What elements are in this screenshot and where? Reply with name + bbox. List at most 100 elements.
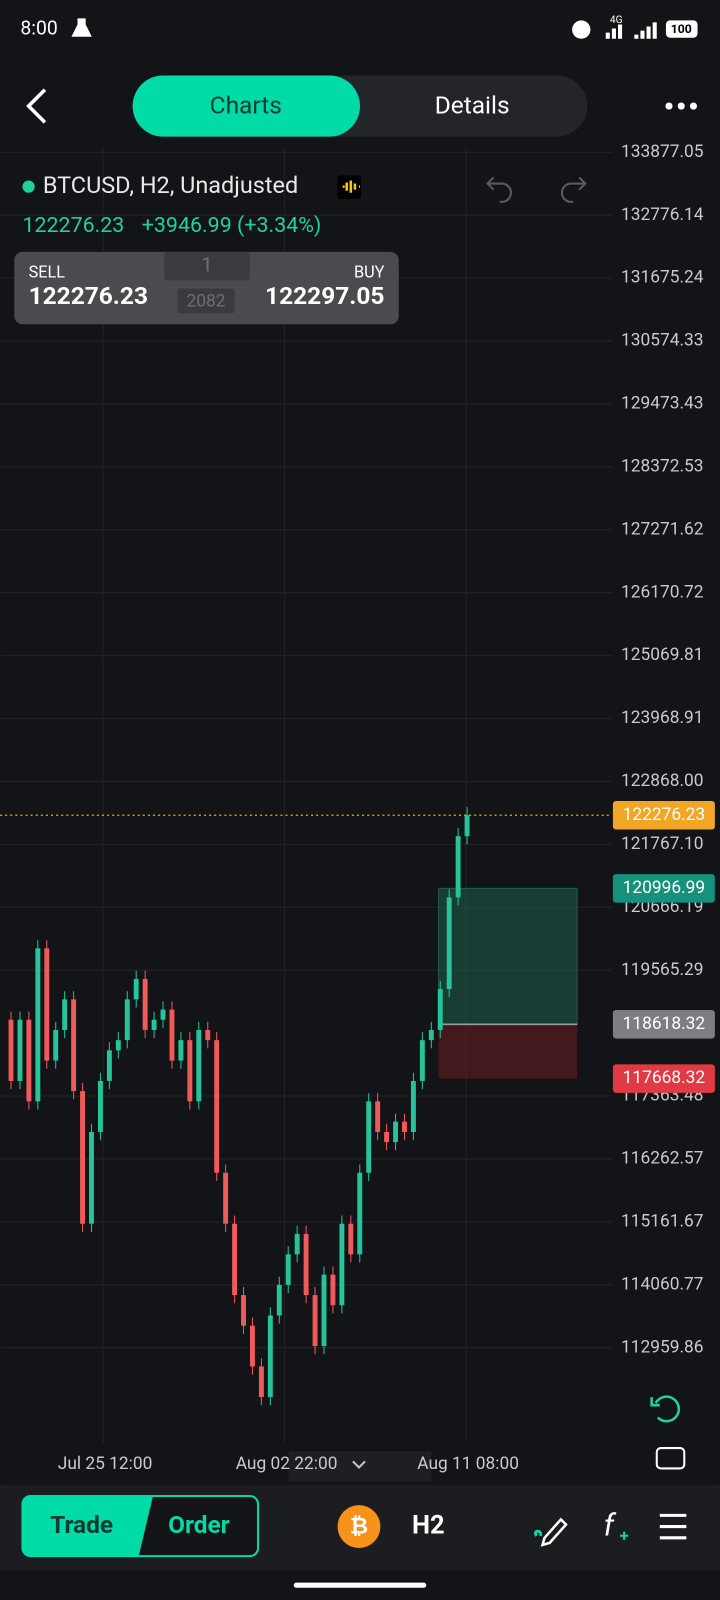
spread-box bbox=[177, 288, 235, 314]
signal-icon bbox=[605, 22, 657, 39]
candle bbox=[232, 1223, 238, 1296]
candle bbox=[419, 1040, 425, 1081]
lots-box[interactable] bbox=[164, 251, 250, 281]
lots[interactable]: 1 bbox=[201, 253, 212, 277]
y-tick-label: 129473.43 bbox=[621, 394, 703, 414]
more-menu[interactable] bbox=[665, 102, 698, 110]
candle bbox=[115, 1040, 121, 1051]
candle bbox=[17, 1019, 23, 1081]
scroll-chevron bbox=[352, 1460, 366, 1469]
trade-active[interactable] bbox=[22, 1495, 153, 1557]
candle bbox=[366, 1101, 372, 1173]
order-button[interactable]: Order bbox=[168, 1510, 230, 1539]
symbol: BTCUSD, H2, Unadjusted bbox=[43, 171, 298, 199]
back-button[interactable] bbox=[26, 88, 47, 124]
status-dot bbox=[22, 180, 35, 193]
candle bbox=[455, 836, 461, 898]
candle bbox=[437, 989, 443, 1030]
candle bbox=[26, 1019, 32, 1102]
y-tick-label: 112959.86 bbox=[621, 1337, 703, 1357]
candle bbox=[223, 1172, 229, 1224]
y-tick-label: 130574.33 bbox=[621, 331, 703, 351]
candle bbox=[142, 978, 148, 1030]
status-network: 4G bbox=[610, 15, 623, 26]
x-tick-label: Jul 25 12:00 bbox=[58, 1454, 153, 1474]
trade-ticket[interactable] bbox=[14, 251, 399, 325]
candle bbox=[330, 1274, 336, 1306]
reset-arrow bbox=[650, 1397, 660, 1407]
candle bbox=[446, 897, 452, 990]
take-profit-tag-bg bbox=[612, 874, 715, 903]
tab-active[interactable] bbox=[132, 75, 360, 137]
candle bbox=[160, 1009, 166, 1020]
candle bbox=[71, 999, 77, 1092]
trade-button[interactable]: Trade bbox=[50, 1510, 113, 1539]
candle bbox=[53, 1029, 59, 1061]
btc-symbol: ₿ bbox=[350, 1514, 368, 1540]
candle bbox=[375, 1101, 381, 1132]
battery-level: 100 bbox=[671, 22, 692, 36]
price-change: +3946.99 (+3.34%) bbox=[142, 213, 322, 238]
candle bbox=[348, 1223, 354, 1255]
home-indicator bbox=[293, 1582, 427, 1588]
y-tick-label: 132776.14 bbox=[621, 205, 704, 225]
redo-button[interactable] bbox=[560, 176, 587, 203]
candle bbox=[35, 948, 41, 1102]
undo-button[interactable] bbox=[486, 176, 512, 203]
tab-charts[interactable]: Charts bbox=[210, 91, 282, 120]
indicator-tool[interactable]: f bbox=[604, 1509, 617, 1544]
candle bbox=[62, 999, 68, 1030]
y-tick-label: 133877.05 bbox=[621, 142, 704, 162]
take-profit-zone bbox=[438, 887, 578, 1025]
y-tick-label: 123968.91 bbox=[621, 708, 703, 728]
spread: 2082 bbox=[187, 291, 226, 311]
candle bbox=[151, 1019, 157, 1030]
entry-tag: 118618.32 bbox=[623, 1014, 706, 1034]
candle bbox=[312, 1295, 318, 1347]
candle bbox=[214, 1040, 220, 1173]
y-tick-label: 131675.24 bbox=[621, 268, 704, 288]
candle bbox=[169, 1009, 175, 1061]
btc-icon[interactable] bbox=[337, 1505, 381, 1548]
candle bbox=[321, 1274, 327, 1347]
fullscreen-button[interactable] bbox=[655, 1447, 686, 1470]
candle bbox=[464, 815, 470, 837]
timeframe[interactable]: H2 bbox=[412, 1510, 445, 1540]
candle bbox=[303, 1233, 309, 1296]
candle bbox=[410, 1080, 416, 1132]
candle bbox=[8, 1019, 14, 1081]
draw-accent bbox=[534, 1529, 543, 1537]
y-tick-label: 114060.77 bbox=[621, 1274, 703, 1294]
chart: 133877.05 132776.14 131675.24 130574.33 1294… bbox=[0, 142, 715, 1482]
y-tick-label: 127271.62 bbox=[621, 519, 704, 539]
buy-label[interactable]: BUY bbox=[354, 263, 385, 282]
tab-details[interactable]: Details bbox=[435, 91, 510, 120]
stop-loss-zone bbox=[438, 1024, 578, 1079]
sell-price[interactable]: 122276.23 bbox=[29, 281, 148, 310]
x-tick-label: Aug 11 08:00 bbox=[417, 1454, 519, 1474]
candle bbox=[241, 1295, 246, 1326]
candle bbox=[89, 1131, 94, 1224]
take-profit-tag: 120996.99 bbox=[623, 878, 705, 898]
audio-icon[interactable] bbox=[337, 175, 362, 199]
menu-button[interactable] bbox=[659, 1513, 687, 1540]
reset-button[interactable] bbox=[654, 1395, 681, 1423]
y-tick-label: 125069.81 bbox=[621, 645, 703, 665]
candle bbox=[285, 1254, 291, 1285]
stop-loss-tag: 117668.32 bbox=[623, 1068, 706, 1088]
battery-icon bbox=[665, 20, 698, 38]
candle bbox=[249, 1325, 255, 1367]
alarm-icon bbox=[572, 20, 591, 39]
y-tick-label: 122868.00 bbox=[621, 771, 703, 791]
y-tick-label: 126170.72 bbox=[621, 582, 704, 602]
sell-label[interactable]: SELL bbox=[29, 263, 66, 282]
candle bbox=[276, 1284, 282, 1316]
current-price-tag: 122276.23 bbox=[623, 805, 705, 825]
entry-tag-bg bbox=[612, 1010, 715, 1039]
candle bbox=[80, 1091, 86, 1224]
candle bbox=[384, 1131, 390, 1143]
buy-price[interactable]: 122297.05 bbox=[265, 281, 384, 310]
